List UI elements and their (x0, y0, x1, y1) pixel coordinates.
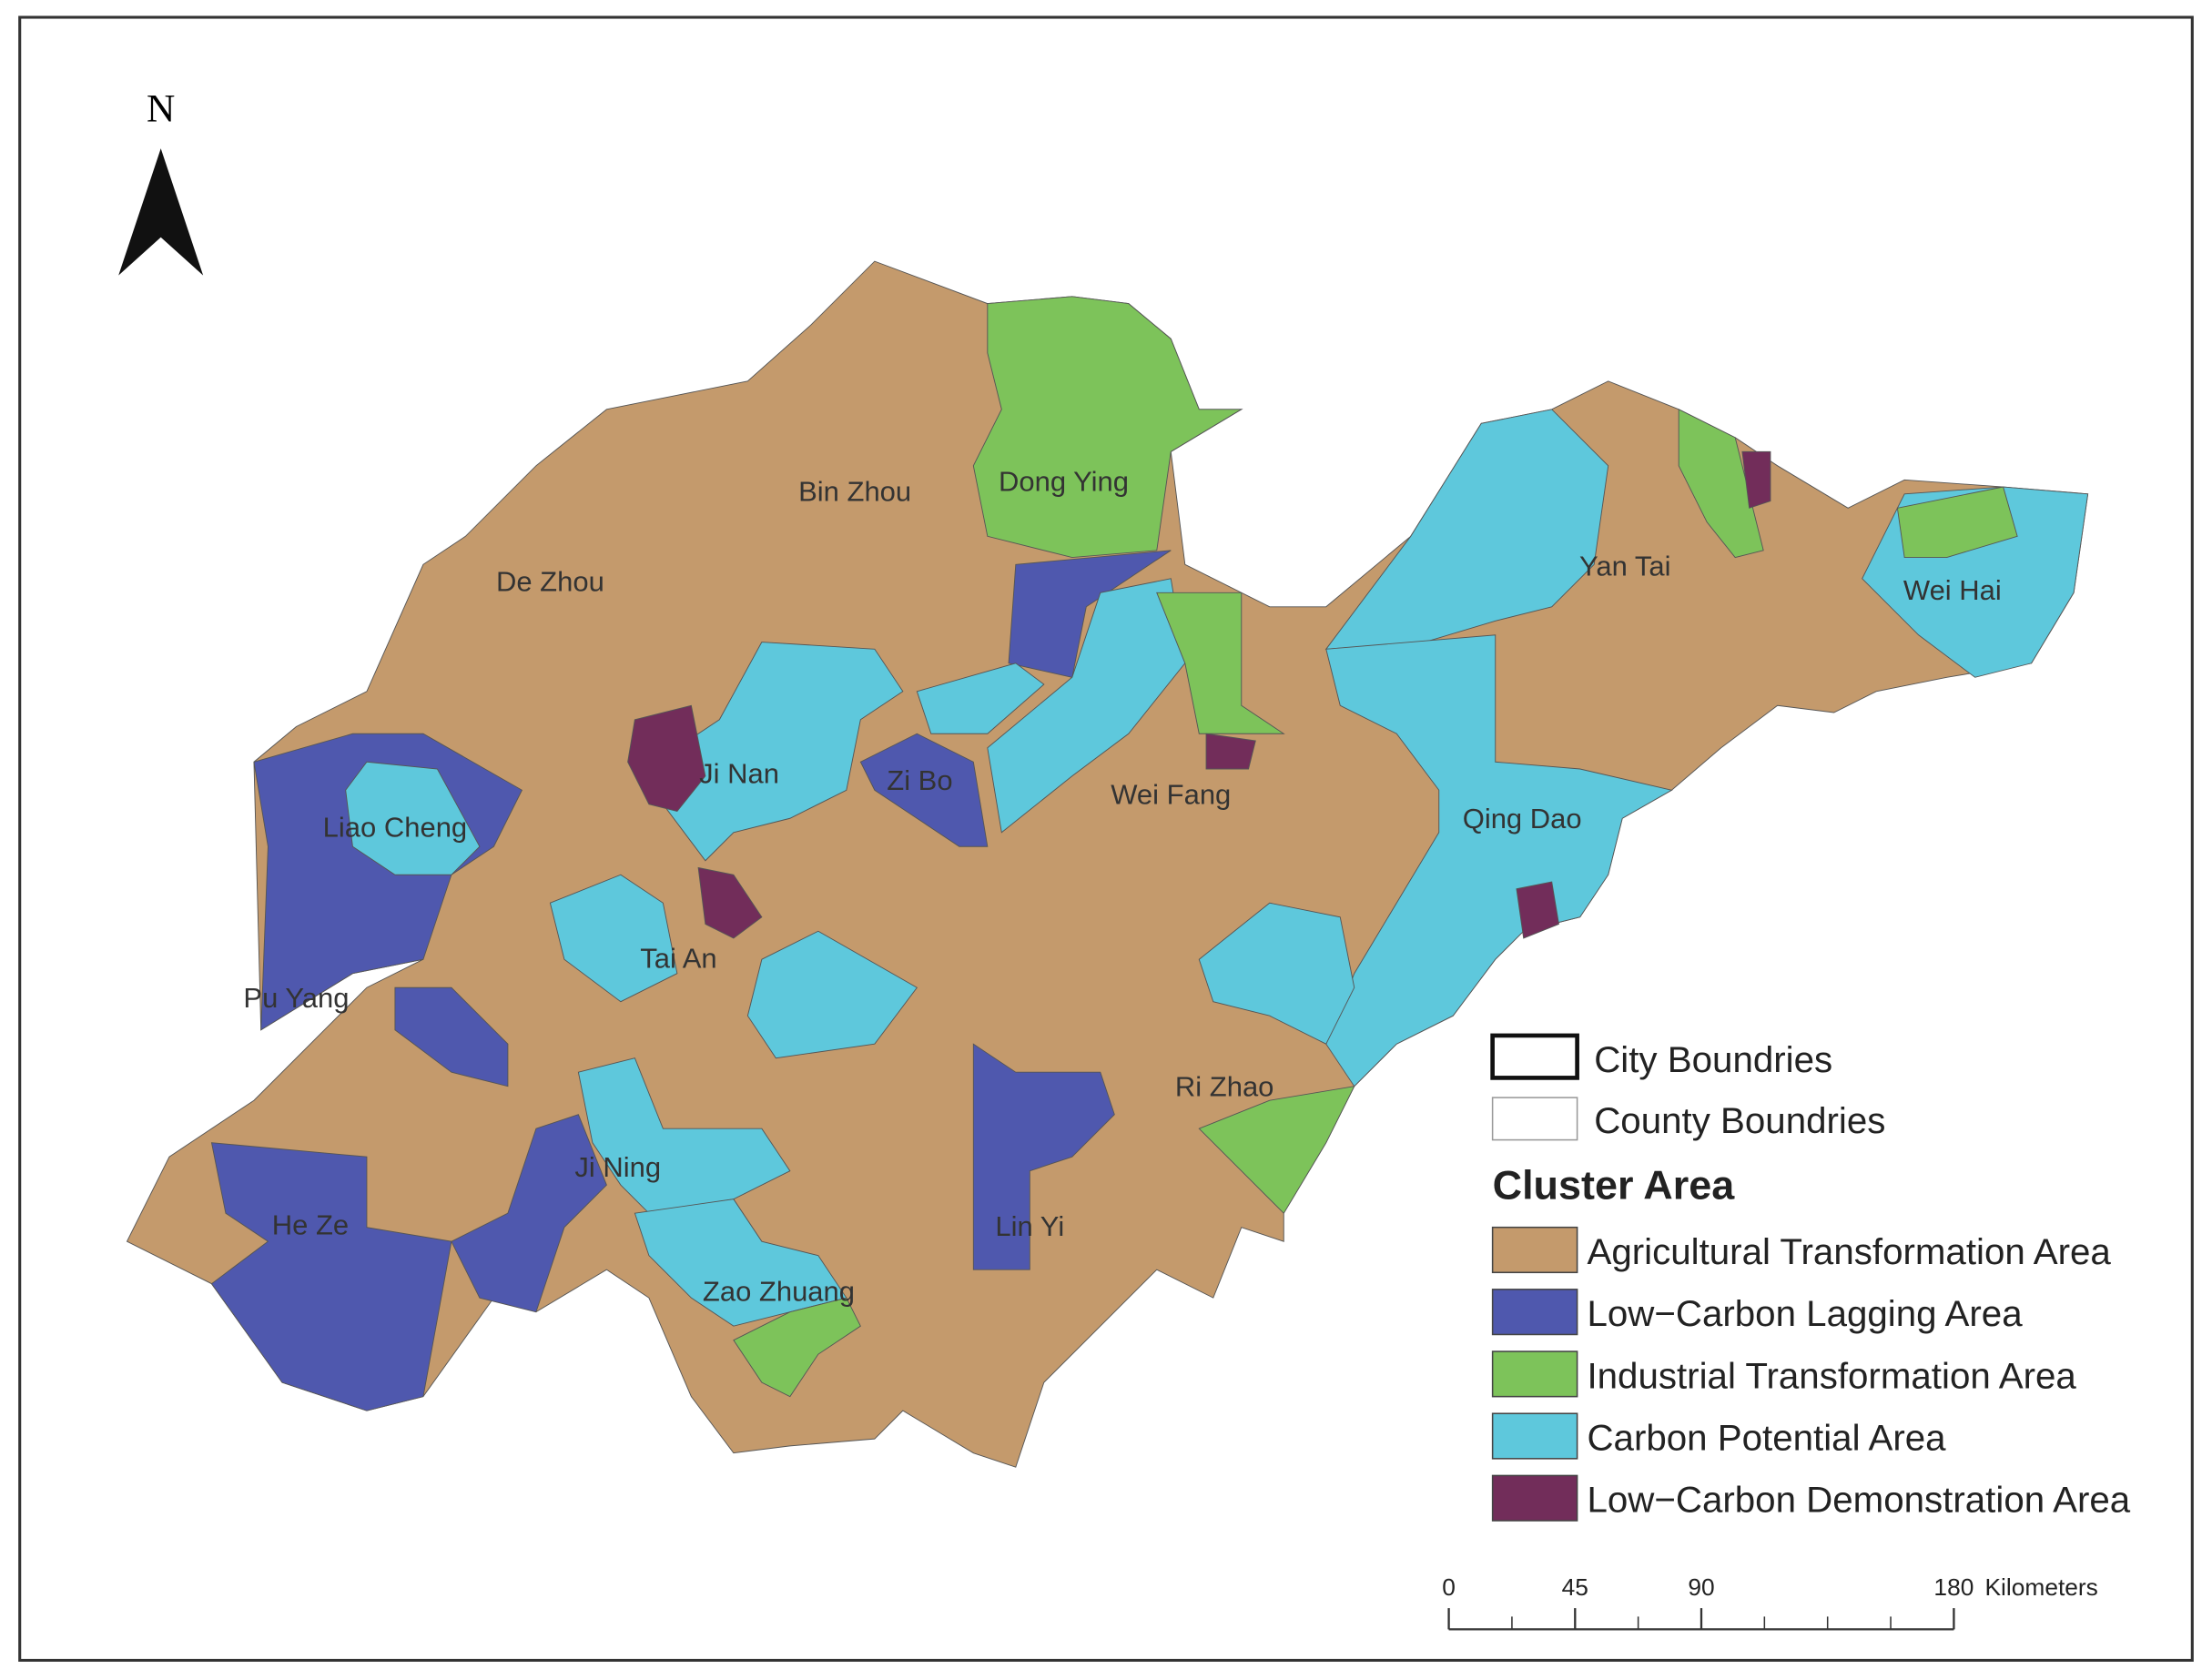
region (733, 1297, 861, 1398)
city-label: De Zhou (496, 566, 604, 598)
legend-label: Industrial Transformation Area (1587, 1355, 2076, 1396)
city-label: Yan Tai (1579, 551, 1671, 582)
legend-label: Carbon Potential Area (1587, 1418, 1946, 1459)
region (1678, 409, 1764, 559)
north-arrow (118, 148, 204, 276)
city-label: Tai An (640, 943, 716, 975)
city-label: He Ze (272, 1209, 349, 1240)
legend-label: Low−Carbon Lagging Area (1587, 1293, 2023, 1334)
legend-label: Low−Carbon Demonstration Area (1587, 1480, 2130, 1521)
legend-swatch (1491, 1289, 1578, 1336)
region (859, 733, 989, 847)
region (1741, 450, 1771, 509)
region (577, 1057, 791, 1214)
scale-tick-label: 45 (1562, 1573, 1588, 1601)
legend-swatch (1491, 1097, 1578, 1141)
legend-label: County Boundries (1594, 1100, 1885, 1141)
region (1198, 1086, 1355, 1214)
city-label: Bin Zhou (798, 476, 911, 508)
scale-bar: 0 45 90 180 Kilometers (1442, 1573, 2098, 1631)
regions (126, 260, 2089, 1468)
city-label: Zi Bo (887, 764, 952, 796)
city-label: Liao Cheng (323, 811, 468, 843)
region (345, 761, 481, 875)
region (697, 866, 763, 939)
city-labels: Bin Zhou Dong Ying De Zhou Yan Tai Wei H… (243, 466, 2001, 1308)
city-label: Ji Nan (699, 758, 779, 790)
city-label: Wei Hai (1903, 574, 2002, 606)
scale-tick-label: 90 (1688, 1573, 1714, 1601)
region (972, 296, 1243, 559)
region (746, 930, 918, 1059)
region (1205, 733, 1256, 770)
legend-swatch (1491, 1226, 1578, 1274)
region (1156, 592, 1285, 734)
north-label: N (147, 87, 175, 131)
legend-swatch (1491, 1350, 1578, 1398)
legend-swatch (1491, 1412, 1578, 1460)
region (916, 662, 1045, 734)
scale-tick-label: 0 (1442, 1573, 1456, 1601)
legend-swatch (1490, 1033, 1579, 1080)
city-label: Ji Ning (574, 1151, 661, 1183)
region (1008, 550, 1172, 678)
scale-unit: Kilometers (1984, 1573, 2097, 1601)
city-label: Lin Yi (995, 1210, 1064, 1242)
region (1324, 409, 1609, 650)
city-label: Zao Zhuang (703, 1275, 855, 1307)
city-label: Qing Dao (1463, 803, 1582, 834)
legend: City Boundries County Boundries Cluster … (1490, 1033, 2131, 1522)
region (1896, 486, 2018, 559)
city-label: Dong Ying (999, 466, 1129, 498)
region (210, 1142, 452, 1411)
city-label: Pu Yang (243, 982, 349, 1014)
region (1198, 902, 1355, 1045)
region (451, 1114, 607, 1313)
region (394, 986, 509, 1087)
region (627, 704, 706, 813)
region (549, 874, 678, 1003)
region (972, 1043, 1115, 1270)
scale-tick-label: 180 (1933, 1573, 1974, 1601)
region (1325, 634, 1673, 1087)
legend-swatch (1491, 1474, 1578, 1522)
region (1516, 881, 1559, 939)
legend-label: Agricultural Transformation Area (1587, 1231, 2111, 1272)
city-label: Ri Zhao (1175, 1071, 1274, 1103)
legend-title: Cluster Area (1493, 1162, 1736, 1209)
city-label: Wei Fang (1111, 779, 1231, 811)
legend-label: City Boundries (1594, 1039, 1832, 1080)
